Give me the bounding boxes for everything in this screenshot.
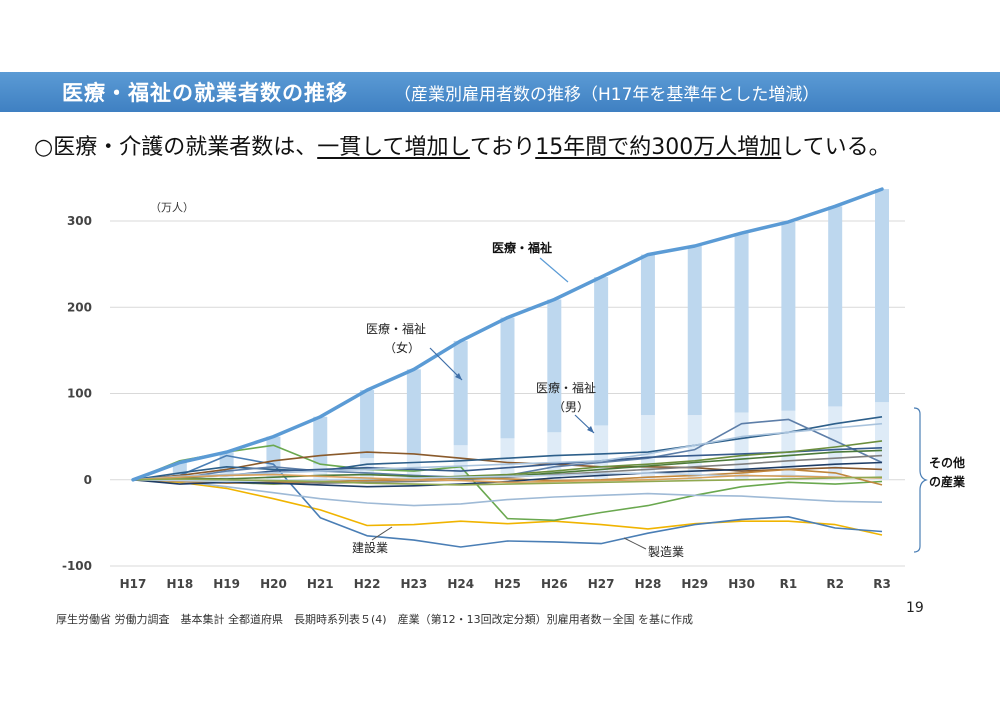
x-tick-label: H21 [307, 577, 334, 591]
bar-female [360, 390, 375, 459]
x-tick-label: H22 [354, 577, 381, 591]
series-line [132, 444, 883, 522]
series-line [132, 447, 883, 481]
x-tick-label: R1 [780, 577, 798, 591]
x-tick-label: H19 [213, 577, 240, 591]
x-tick-label: H25 [494, 577, 521, 591]
x-tick-label: R2 [826, 577, 844, 591]
x-tick-label: H24 [447, 577, 474, 591]
headline-underline-2: 15年間で約300万人増加 [535, 135, 782, 160]
label-others-2: の産業 [929, 474, 966, 489]
label-manufacturing: 製造業 [648, 545, 684, 559]
headline-prefix: ○医療・介護の就業者数は、 [34, 135, 318, 160]
series-line [132, 479, 883, 536]
bar-male [781, 410, 796, 480]
series-line-medical [131, 187, 884, 482]
x-tick-label: H26 [541, 577, 568, 591]
x-tick-label: H18 [166, 577, 193, 591]
x-tick-label: H23 [401, 577, 428, 591]
series-line [132, 451, 883, 481]
y-tick-label: -100 [62, 559, 92, 573]
x-tick-label: H27 [588, 577, 615, 591]
others-bracket [913, 407, 928, 553]
label-others-1: その他 [929, 455, 965, 470]
page-subtitle: （産業別雇用者数の推移（H17年を基準年とした増減） [394, 84, 820, 105]
bar-male [734, 412, 749, 480]
line-group [131, 187, 884, 548]
header-bar: 医療・福祉の就業者数の推移 （産業別雇用者数の推移（H17年を基準年とした増減） [0, 72, 1000, 112]
y-tick-label: 0 [84, 473, 92, 487]
bar-female [828, 206, 843, 407]
y-tick-label: 100 [67, 387, 92, 401]
bar-female [406, 369, 421, 454]
y-tick-label: 200 [67, 300, 92, 314]
bar-male [406, 453, 421, 480]
bar-female [734, 233, 749, 413]
arrow-female [429, 347, 463, 381]
series-line [132, 454, 883, 548]
bar-female [640, 254, 655, 416]
y-tick-label: 300 [67, 214, 92, 228]
x-tick-label: H30 [728, 577, 755, 591]
bar-female [500, 317, 515, 439]
bar-female [547, 299, 562, 433]
bar-male [453, 445, 468, 480]
label-construction: 建設業 [352, 540, 388, 555]
series-line [132, 473, 883, 484]
arrowhead-female [455, 373, 462, 380]
x-tick-label: H17 [120, 577, 147, 591]
label-medical: 医療・福祉 [492, 240, 552, 255]
bar-female [313, 416, 328, 465]
series-line [132, 476, 883, 486]
bar-female [875, 189, 889, 403]
x-tick-label: H28 [635, 577, 662, 591]
headline: ○医療・介護の就業者数は、一貫して増加しており15年間で約300万人増加している… [34, 129, 891, 161]
bar-male [687, 415, 702, 480]
bar-female [781, 221, 796, 411]
label-female-1: 医療・福祉 [366, 321, 426, 336]
page-number: 19 [906, 600, 924, 616]
page-title: 医療・福祉の就業者数の推移 [62, 81, 348, 105]
series-line [132, 479, 883, 507]
headline-middle: ており [469, 135, 536, 160]
x-tick-label: H20 [260, 577, 287, 591]
bar-male [219, 472, 234, 480]
source-note: 厚生労働省 労働力調査 基本集計 全都道府県 長期時系列表５(4) 産業（第12… [56, 613, 694, 626]
label-male-2: （男） [553, 400, 589, 414]
arrowhead-male [587, 426, 594, 433]
x-tick-label: H29 [681, 577, 708, 591]
axis-group: -100 0 100 200 300 H17 H18 H19 H20 H21 H22 H23 H24 H2… [62, 214, 891, 591]
series-line [132, 422, 883, 481]
bar-female [453, 340, 468, 446]
arrow-construction [371, 526, 393, 541]
headline-underline-1: 一貫して増加し [317, 135, 470, 160]
label-male-1: 医療・福祉 [536, 380, 596, 395]
x-tick-label: R3 [873, 577, 891, 591]
label-female-2: （女） [384, 340, 420, 355]
arrow-manufacturing [623, 537, 647, 550]
bar-female [687, 246, 702, 416]
bar-female [594, 277, 609, 426]
headline-suffix: している。 [781, 135, 891, 160]
bar-group [172, 189, 889, 480]
y-axis-unit: （万人） [150, 201, 194, 214]
arrow-medical [539, 257, 569, 283]
bar-male [500, 438, 515, 480]
